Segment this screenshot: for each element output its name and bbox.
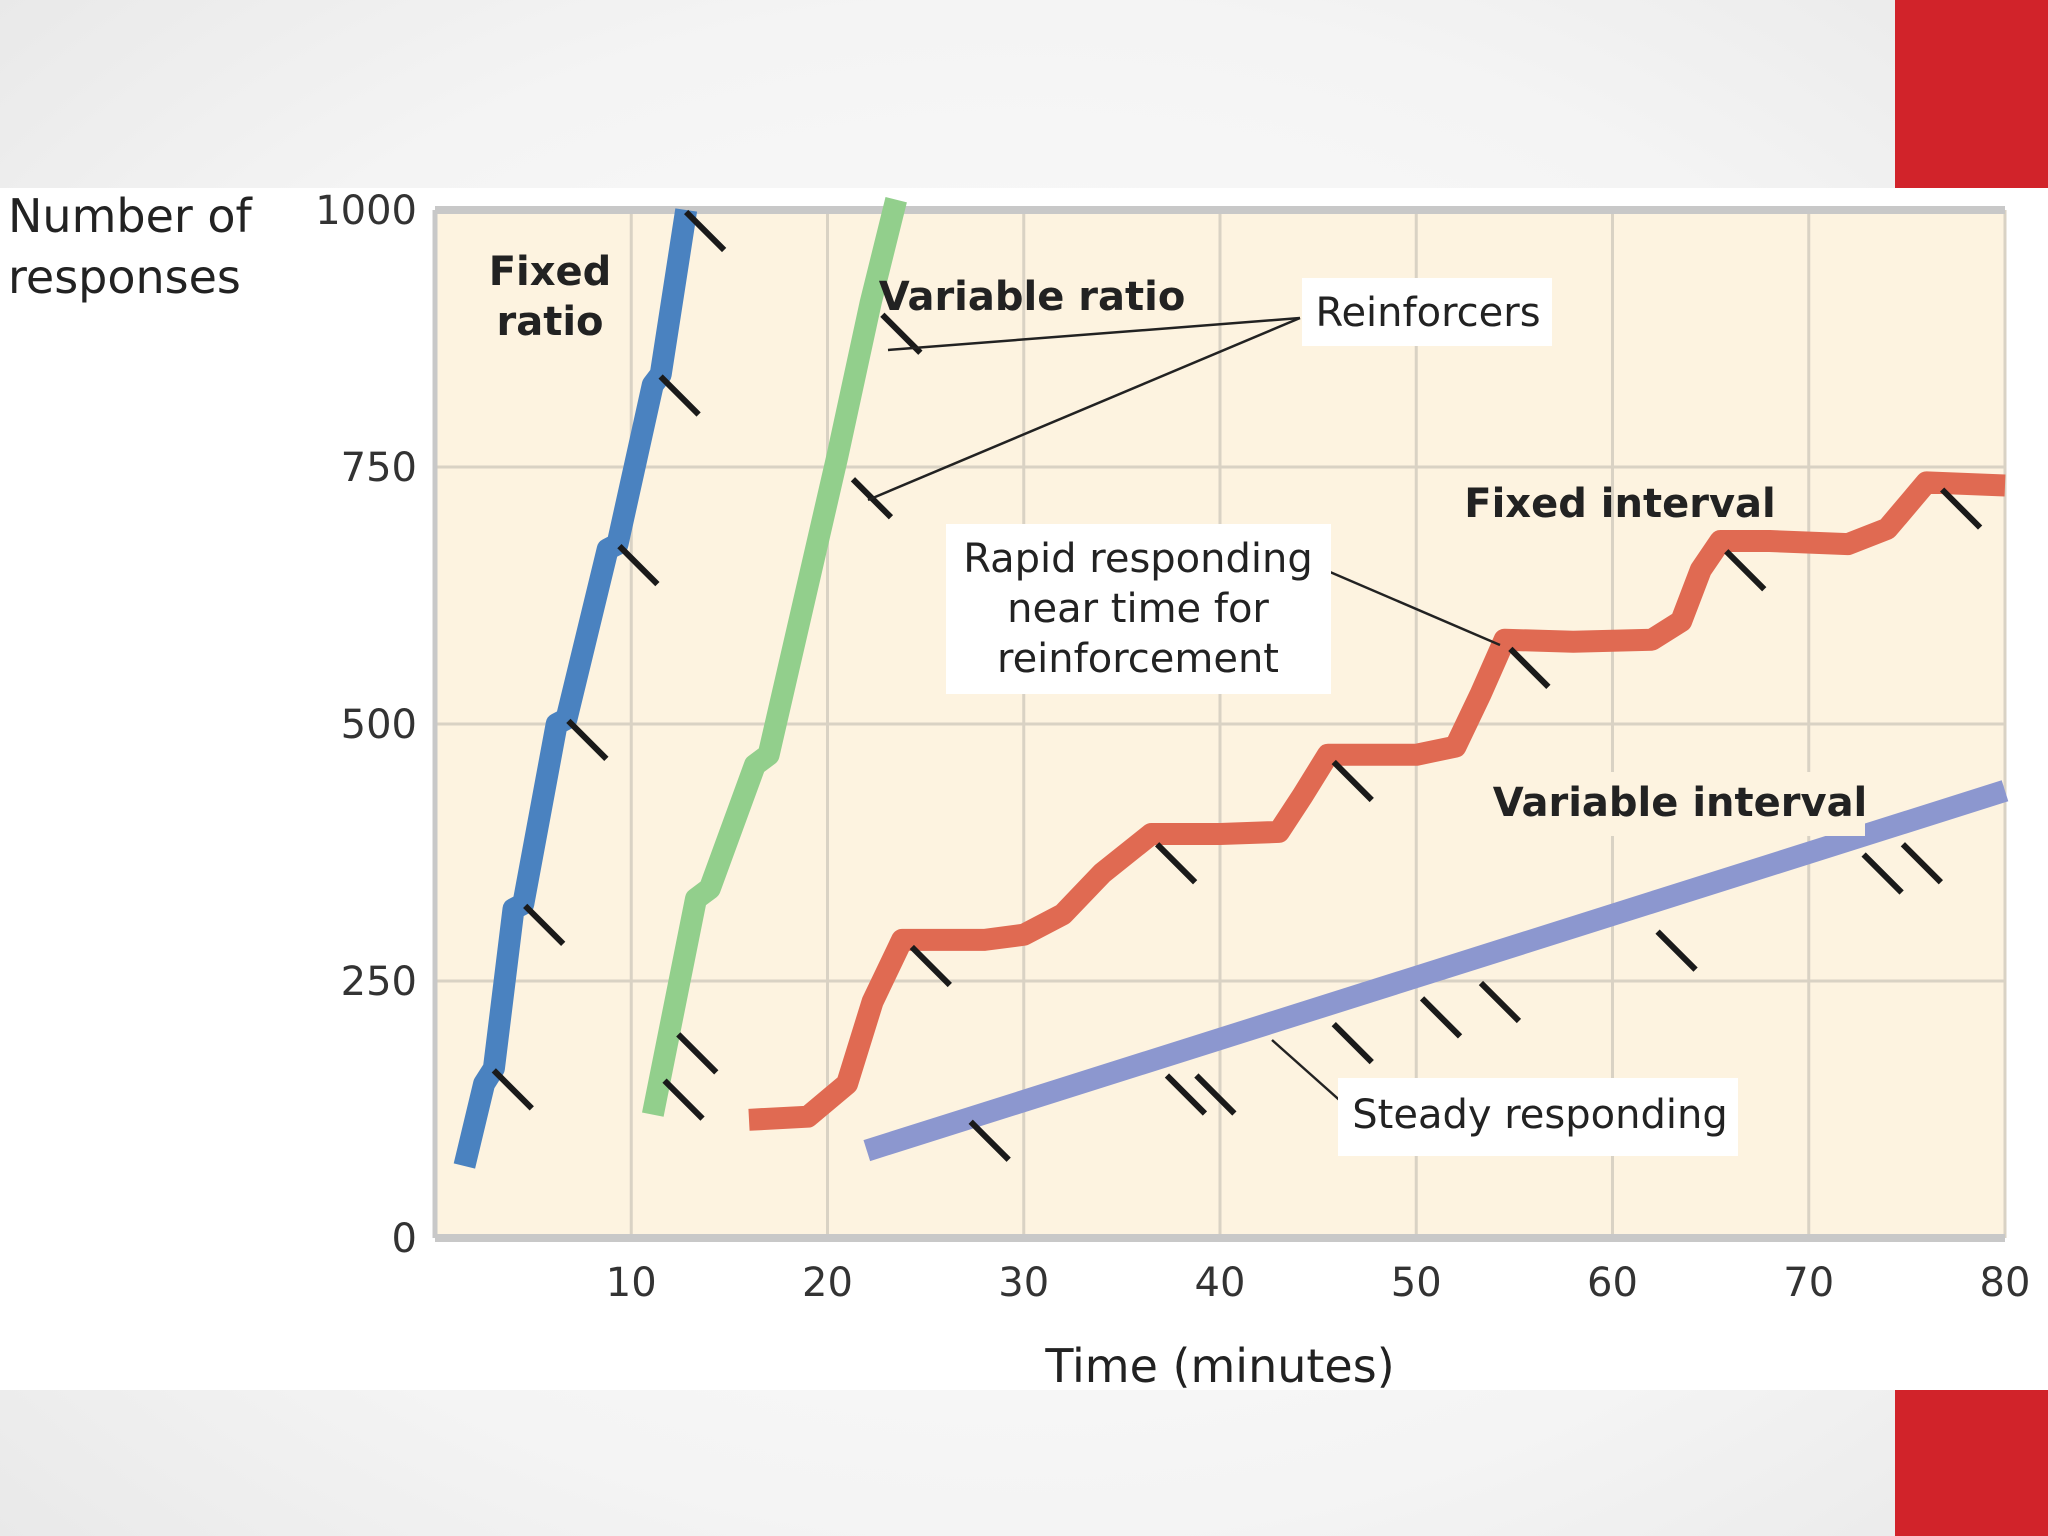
- variable-interval-reinforcer-mark: [1478, 980, 1522, 1024]
- rapid-responding-label-line2: near time for: [1007, 586, 1269, 632]
- steady-responding-label: Steady responding: [1352, 1092, 1727, 1138]
- variable-ratio-reinforcer-mark: [662, 1078, 705, 1121]
- x-tick-label-60: 60: [1587, 1260, 1638, 1306]
- fixed-interval-reinforcer-mark: [1508, 646, 1551, 690]
- labels: Number of responses Time (minutes) Fixed…: [8, 189, 1867, 1393]
- x-tick-label-40: 40: [1195, 1260, 1246, 1306]
- fixed-ratio-reinforcer-mark: [658, 374, 701, 417]
- reinforcers-label: Reinforcers: [1315, 290, 1540, 336]
- y-tick-label-1000: 1000: [315, 188, 417, 234]
- variable-ratio-reinforcer-mark: [676, 1032, 719, 1075]
- fixed-ratio-reinforcer-mark: [491, 1068, 534, 1111]
- reinforcers-pointer-upper: [887, 316, 1301, 352]
- variable-interval-reinforcer-mark: [1194, 1073, 1237, 1116]
- y-tick-label-750: 750: [341, 445, 417, 491]
- reinforcers-label-box: [1302, 278, 1552, 346]
- variable-ratio-label: Variable ratio: [879, 274, 1186, 320]
- variable-ratio-reinforcer-mark: [880, 312, 923, 355]
- fixed-ratio-reinforcer-mark: [684, 209, 727, 253]
- fixed-interval-label: Fixed interval: [1464, 481, 1775, 527]
- variable-interval-reinforcer-mark: [1900, 842, 1943, 885]
- variable-interval-line: [863, 780, 2009, 1162]
- fixed-interval-reinforcer-mark: [1155, 842, 1198, 885]
- grid: [435, 208, 2007, 1238]
- rapid-responding-label-line3: reinforcement: [997, 636, 1279, 682]
- x-tick-label-50: 50: [1391, 1260, 1442, 1306]
- y-tick-label-500: 500: [341, 702, 417, 748]
- steady-responding-label-box: [1338, 1078, 1738, 1156]
- variable-interval-reinforcer-mark: [1655, 929, 1698, 972]
- variable-interval-reinforcer-mark: [1419, 996, 1463, 1039]
- fixed-ratio-line: [453, 208, 698, 1169]
- fixed-interval-reinforcer-mark: [909, 944, 952, 988]
- fixed-ratio-label-line2: ratio: [496, 299, 603, 345]
- rapid-responding-pointer: [1329, 570, 1501, 647]
- fixed-ratio-reinforcer-mark: [617, 543, 660, 587]
- reinforcers-pointer-lower: [867, 316, 1301, 502]
- x-tick-label-80: 80: [1980, 1260, 2031, 1306]
- fixed-interval-line: [748, 471, 2006, 1131]
- series-layer: [453, 197, 2009, 1169]
- variable-interval-label: Variable interval: [1493, 780, 1868, 826]
- reinforcer-layer: [491, 209, 1983, 1162]
- x-axis-title: Time (minutes): [1044, 1339, 1394, 1393]
- fixed-ratio-label-line1: Fixed: [489, 249, 612, 295]
- variable-interval-reinforcer-mark: [1164, 1073, 1208, 1116]
- x-tick-label-10: 10: [606, 1260, 657, 1306]
- fixed-interval-reinforcer-mark: [1724, 549, 1767, 592]
- fixed-interval-reinforcer-mark: [1331, 759, 1374, 803]
- variable-interval-label-box: [1495, 772, 1865, 836]
- y-tick-label-0: 0: [392, 1216, 417, 1262]
- variable-ratio-line: [642, 197, 907, 1117]
- accent-bar-bottom: [1895, 1390, 2048, 1536]
- y-axis-title-line2: responses: [8, 250, 241, 304]
- accent-bar-top: [1895, 0, 2048, 188]
- x-tick-label-20: 20: [802, 1260, 853, 1306]
- axes: 0 250 500 750 1000 10 20 30 40 50 60 70 80: [315, 188, 2030, 1306]
- x-tick-label-70: 70: [1783, 1260, 1834, 1306]
- variable-interval-reinforcer-mark: [1861, 852, 1904, 895]
- variable-interval-reinforcer-mark: [1331, 1021, 1374, 1065]
- x-tick-label-30: 30: [998, 1260, 1049, 1306]
- y-tick-label-250: 250: [341, 959, 417, 1005]
- fixed-ratio-reinforcer-mark: [523, 903, 566, 947]
- fixed-interval-reinforcer-mark: [1940, 487, 1983, 530]
- fixed-ratio-reinforcer-mark: [566, 718, 609, 761]
- rapid-responding-label-line1: Rapid responding: [963, 536, 1313, 582]
- variable-interval-reinforcer-mark: [968, 1119, 1011, 1162]
- rapid-responding-label-box: [946, 524, 1331, 694]
- steady-responding-pointer: [1271, 1039, 1346, 1106]
- y-axis-title-line1: Number of: [8, 189, 254, 243]
